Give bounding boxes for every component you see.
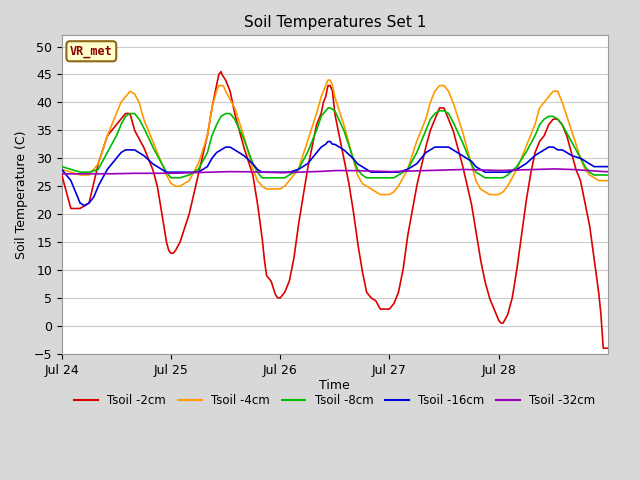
Text: VR_met: VR_met	[70, 45, 113, 58]
Y-axis label: Soil Temperature (C): Soil Temperature (C)	[15, 130, 28, 259]
Title: Soil Temperatures Set 1: Soil Temperatures Set 1	[244, 15, 426, 30]
Legend: Tsoil -2cm, Tsoil -4cm, Tsoil -8cm, Tsoil -16cm, Tsoil -32cm: Tsoil -2cm, Tsoil -4cm, Tsoil -8cm, Tsoi…	[70, 389, 600, 411]
X-axis label: Time: Time	[319, 379, 350, 392]
